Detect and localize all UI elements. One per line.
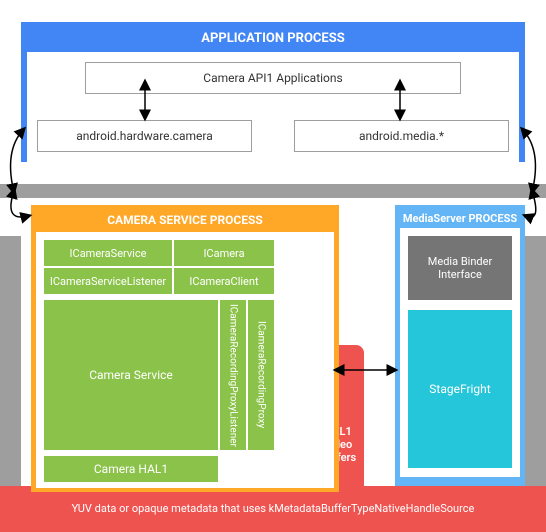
camera-service-process-inner: ICameraService ICamera ICameraServiceLis… <box>36 232 334 488</box>
icamera-service-listener-box: ICameraServiceListener <box>44 268 172 294</box>
yuv-footer-box: YUV data or opaque metadata that uses kM… <box>0 486 546 532</box>
icamera-box: ICamera <box>174 240 274 266</box>
mediaserver-process-box: MediaServer PROCESS Media Binder Interfa… <box>395 205 525 492</box>
application-process-box: APPLICATION PROCESS Camera API1 Applicat… <box>21 22 525 162</box>
camera-api1-box: Camera API1 Applications <box>85 62 461 94</box>
ipc-left-bar <box>0 236 21 494</box>
icamera-client-box: ICameraClient <box>174 268 274 294</box>
android-media-box: android.media.* <box>294 120 509 152</box>
media-binder-interface-box: Media Binder Interface <box>408 236 512 300</box>
yuv-footer-text: YUV data or opaque metadata that uses kM… <box>72 502 475 516</box>
diagram-root: APPLICATION PROCESS Camera API1 Applicat… <box>0 0 546 532</box>
ipc-horizontal-bar <box>0 184 546 198</box>
ipc-right-bar <box>525 236 546 494</box>
camera-service-process-title: CAMERA SERVICE PROCESS <box>36 210 334 232</box>
mediaserver-process-title: MediaServer PROCESS <box>400 210 520 228</box>
recording-proxy-box: ICameraRecordingProxy <box>248 300 274 450</box>
android-hardware-camera-box: android.hardware.camera <box>37 120 252 152</box>
mediaserver-process-inner: Media Binder Interface StageFright <box>400 228 520 477</box>
stagefright-box: StageFright <box>408 310 512 468</box>
application-process-inner: Camera API1 Applications android.hardwar… <box>27 52 519 162</box>
application-process-title: APPLICATION PROCESS <box>27 28 519 52</box>
icamera-service-box: ICameraService <box>44 240 172 266</box>
recording-proxy-listener-box: ICameraRecordingProxyListener <box>220 300 246 450</box>
camera-hal1-box: Camera HAL1 <box>44 456 218 482</box>
camera-service-process-box: CAMERA SERVICE PROCESS ICameraService IC… <box>31 205 339 492</box>
camera-service-box: Camera Service <box>44 300 218 450</box>
